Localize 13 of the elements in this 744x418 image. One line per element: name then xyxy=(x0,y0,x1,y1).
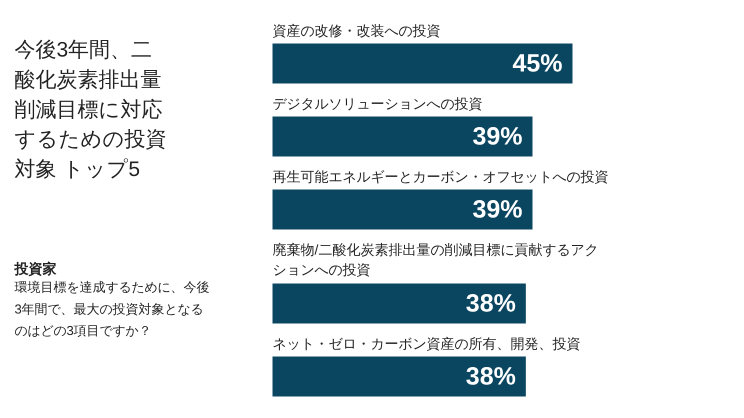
y-tick-label: ネット・ゼロ・カーボン資産の所有、開発、投資 xyxy=(272,336,580,352)
y-tick-label: デジタルソリューションへの投資 xyxy=(272,96,482,112)
data-label: 38% xyxy=(466,362,516,390)
y-tick-label: 廃棄物/二酸化炭素排出量の削減目標に貢献するアクションへの投資 xyxy=(272,242,598,278)
data-label: 39% xyxy=(472,196,523,224)
y-tick-label: 資産の改修・改装への投資 xyxy=(272,22,440,38)
data-label: 45% xyxy=(512,50,563,78)
data-label: 39% xyxy=(472,122,523,150)
data-label: 38% xyxy=(466,290,516,318)
text: 今後3年間、二酸化炭素排出量削減目標に対応するための投資対象 トップ5 xyxy=(14,38,166,182)
y-tick-label: 再生可能エネルギーとカーボン・オフセットへの投資 xyxy=(272,168,608,184)
text: 環境目標を達成するために、今後3年間で、最大の投資対象となるのはどの3項目ですか？ xyxy=(14,280,210,338)
text: 投資家 xyxy=(14,260,56,276)
